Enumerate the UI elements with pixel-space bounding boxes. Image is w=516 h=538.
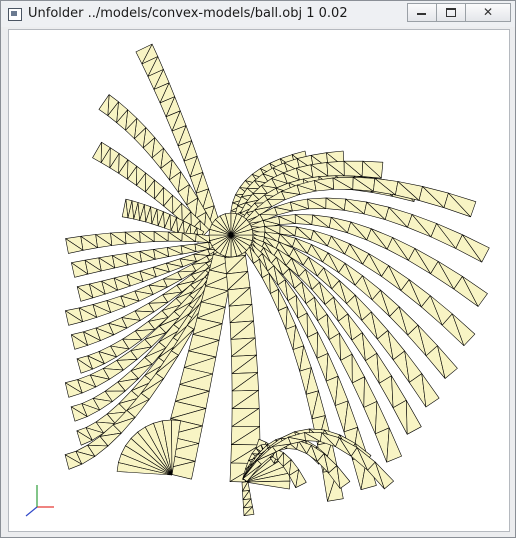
mesh-strip-right-12	[235, 233, 402, 463]
close-button[interactable]: ✕	[465, 3, 511, 22]
unfolded-mesh-view[interactable]	[9, 30, 509, 531]
maximize-icon	[446, 8, 456, 17]
maximize-button[interactable]	[436, 3, 466, 22]
mesh-strip-right-10	[236, 233, 440, 408]
axis-gizmo	[25, 485, 54, 517]
minimize-icon	[417, 13, 426, 15]
mesh-fan-upper-hub	[208, 212, 254, 258]
mesh-strip-bottom-tail	[241, 481, 255, 517]
title-bar[interactable]: Unfolder ../models/convex-models/ball.ob…	[1, 1, 515, 27]
mesh-strip-upper-left-3	[92, 141, 210, 239]
mesh-fan-lower-left	[116, 419, 181, 476]
mesh-strip-upper-left-4	[121, 198, 205, 243]
mesh-strip-upper-left-2	[98, 94, 215, 234]
unfolded-mesh	[64, 43, 490, 517]
mesh-lobe-center-right	[222, 239, 261, 483]
axis-z-line	[25, 506, 38, 517]
mesh-strip-lower-right-6	[242, 432, 394, 490]
window-title: Unfolder ../models/convex-models/ball.ob…	[28, 6, 348, 21]
window-controls: ✕	[407, 3, 511, 22]
mesh-strip-left-2	[71, 240, 224, 278]
app-window-icon[interactable]	[8, 8, 22, 21]
close-icon: ✕	[482, 5, 494, 19]
mesh-strip-right-5	[234, 176, 477, 239]
mesh-strip-upper-left-1	[135, 43, 220, 228]
minimize-button[interactable]	[407, 3, 437, 22]
mesh-strip-right-11	[236, 233, 422, 435]
mesh-strip-right-6	[234, 197, 490, 263]
mesh-strip-left-3	[76, 243, 225, 302]
mesh-strip-left-9	[76, 263, 226, 446]
render-viewport[interactable]	[8, 29, 510, 532]
